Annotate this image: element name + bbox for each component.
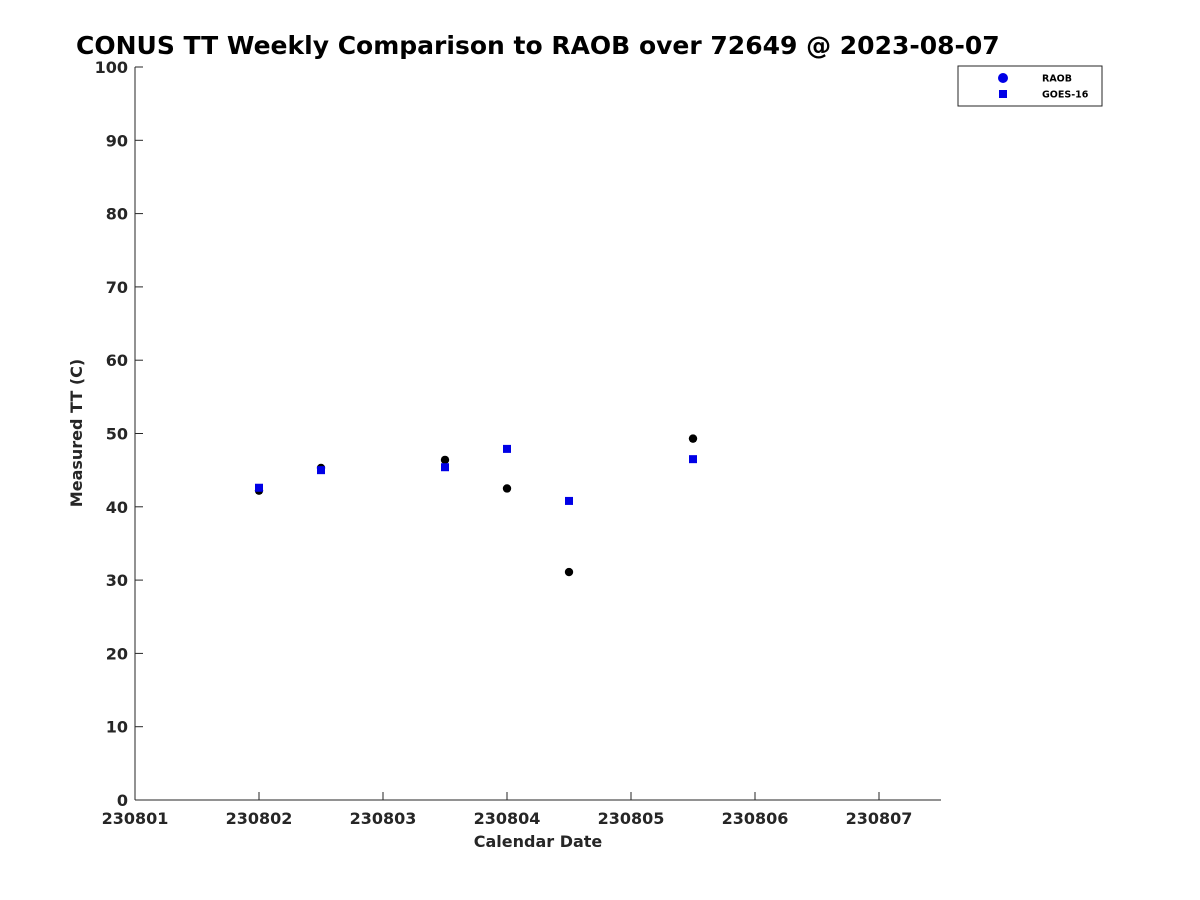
legend-label: RAOB <box>1042 74 1072 85</box>
x-tick-label: 230804 <box>474 809 541 828</box>
goes16-point <box>255 483 263 492</box>
y-tick-label: 70 <box>106 278 128 297</box>
x-tick-label: 230806 <box>722 809 789 828</box>
legend: RAOB GOES-16 <box>957 65 1103 107</box>
legend-marker-goes16 <box>999 90 1007 98</box>
y-tick-label: 60 <box>106 351 128 370</box>
y-tick-label: 90 <box>106 131 128 150</box>
goes16-point <box>565 496 573 505</box>
y-tick-label: 30 <box>106 571 128 590</box>
goes16-point <box>689 455 697 464</box>
y-tick-label: 50 <box>106 425 128 444</box>
y-tick-label: 80 <box>106 205 128 224</box>
x-tick-label: 230802 <box>226 809 293 828</box>
data-series <box>254 434 698 577</box>
y-tick-label: 40 <box>106 498 128 517</box>
y-axis-ticks: 0 10 20 30 40 50 60 70 80 90 100 <box>95 58 143 810</box>
raob-point <box>440 455 450 465</box>
series-goes-16 <box>255 444 697 505</box>
goes16-point <box>317 466 325 475</box>
x-axis-label: Calendar Date <box>474 832 603 851</box>
chart-title: CONUS TT Weekly Comparison to RAOB over … <box>76 31 1000 60</box>
series-raob <box>254 434 698 577</box>
raob-point <box>502 484 512 493</box>
x-tick-label: 230803 <box>350 809 417 828</box>
goes16-point <box>503 444 511 453</box>
legend-box <box>957 65 1103 107</box>
x-axis-ticks: 230801 230802 230803 230804 230805 230806 2308… <box>102 792 913 828</box>
x-tick-label: 230805 <box>598 809 665 828</box>
plot-axes <box>134 67 941 801</box>
y-tick-label: 20 <box>106 644 128 663</box>
x-tick-label: 230801 <box>102 809 169 828</box>
y-axis-label: Measured TT (C) <box>67 359 86 507</box>
legend-marker-raob <box>998 73 1008 83</box>
y-tick-label: 100 <box>95 58 128 77</box>
raob-point <box>688 434 698 443</box>
y-tick-label: 10 <box>106 718 128 737</box>
goes16-point <box>441 463 449 472</box>
y-tick-label: 0 <box>117 791 128 810</box>
legend-label: GOES-16 <box>1042 90 1089 101</box>
raob-point <box>564 567 574 577</box>
x-tick-label: 230807 <box>846 809 913 828</box>
